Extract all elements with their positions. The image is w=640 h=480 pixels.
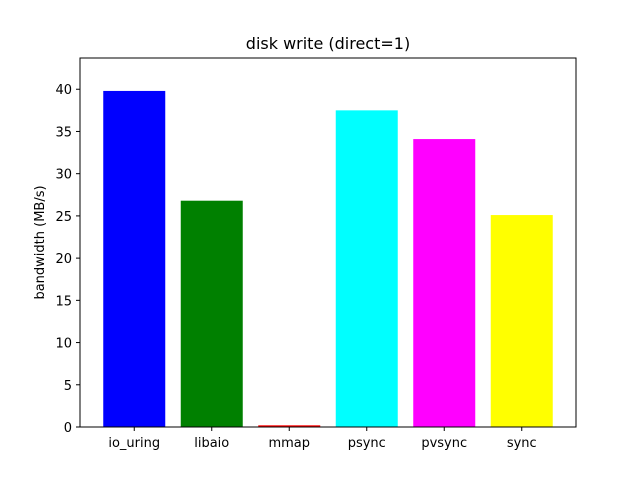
- x-tick-label: psync: [348, 436, 386, 451]
- y-tick-label: 15: [55, 294, 72, 309]
- y-tick-label: 30: [55, 168, 72, 183]
- bar-io_uring: [103, 90, 166, 428]
- y-tick-label: 25: [55, 210, 72, 225]
- y-tick-label: 5: [64, 379, 72, 394]
- y-tick-label: 40: [55, 83, 72, 98]
- y-tick-label: 10: [55, 337, 72, 352]
- y-tick-label: 35: [55, 125, 72, 140]
- bar-psync: [335, 110, 398, 427]
- bar-mmap: [258, 425, 321, 427]
- y-tick-label: 0: [64, 421, 72, 436]
- bar-pvsync: [413, 139, 476, 428]
- x-tick-label: pvsync: [421, 436, 467, 451]
- x-tick-label: mmap: [268, 436, 310, 451]
- bar-libaio: [180, 200, 243, 427]
- x-tick-label: io_uring: [108, 436, 160, 451]
- x-tick-label: libaio: [194, 436, 229, 451]
- x-tick-label: sync: [507, 436, 537, 451]
- y-tick-label: 20: [55, 252, 72, 267]
- plot-frame: [79, 57, 577, 428]
- y-axis-label: bandwidth (MB/s): [33, 185, 48, 299]
- x-ticks-group: io_uring libaio mmap psync pvsync sync: [108, 427, 537, 451]
- y-ticks-group: 0 5 10 15 20 25 30 35 40: [55, 83, 80, 436]
- chart-title: disk write (direct=1): [246, 34, 410, 53]
- bar-sync: [490, 215, 553, 427]
- bars-group: [103, 90, 553, 428]
